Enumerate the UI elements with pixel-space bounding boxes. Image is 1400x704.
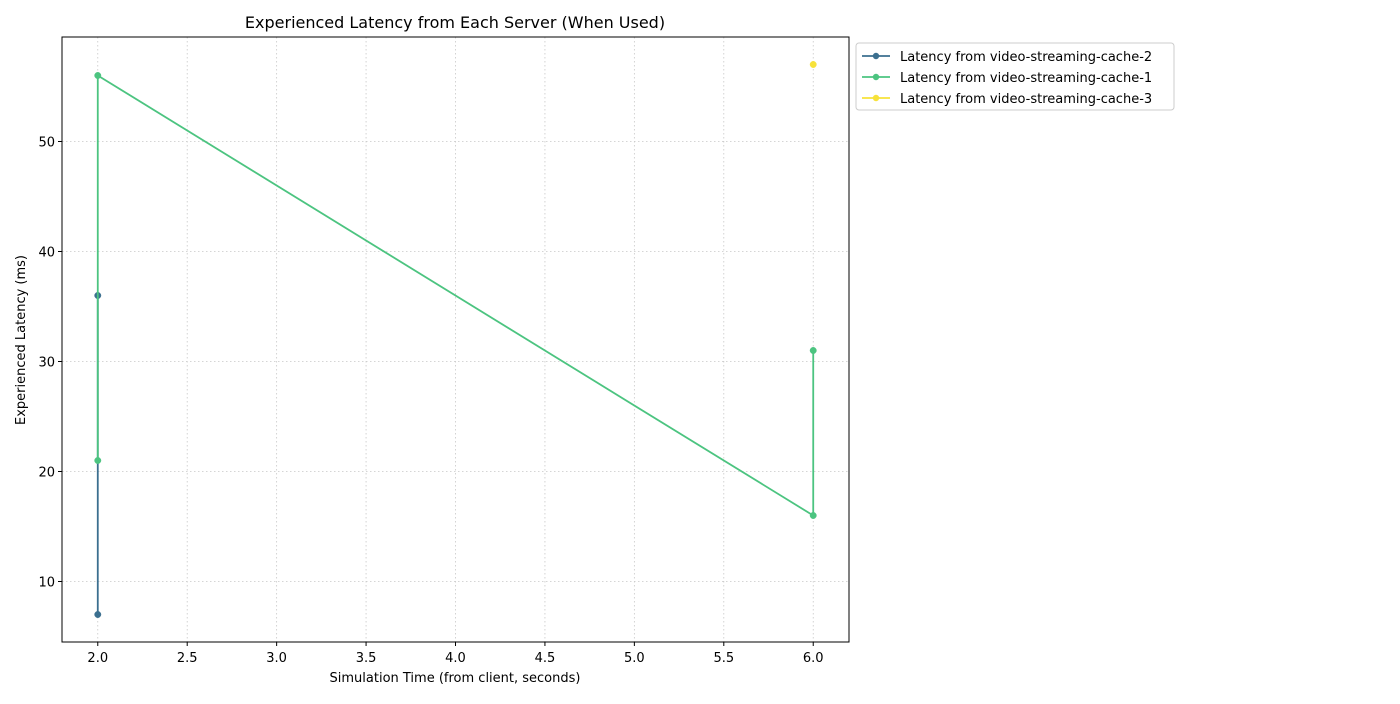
chart-title: Experienced Latency from Each Server (Wh… (245, 13, 665, 32)
y-tick-label: 50 (38, 136, 55, 151)
legend-items: Latency from video-streaming-cache-2 Late… (862, 50, 1152, 107)
x-tick-label: 4.0 (445, 651, 466, 666)
data-point (809, 512, 817, 519)
x-tick-label: 5.0 (624, 651, 645, 666)
legend-box (855, 42, 1175, 111)
x-tick-label: 3.5 (356, 651, 377, 666)
legend-marker (872, 52, 880, 60)
legend-label: Latency from video-streaming-cache-1 (900, 71, 1152, 86)
legend-item: Latency from video-streaming-cache-2 (862, 50, 1152, 65)
x-tick-label: 2.5 (177, 651, 198, 666)
x-tick-label: 3.0 (266, 651, 287, 666)
data-point (94, 72, 102, 79)
x-tick-label: 2.0 (87, 651, 108, 666)
legend-marker (872, 73, 880, 81)
legend-label: Latency from video-streaming-cache-2 (900, 50, 1152, 65)
grid-lines (62, 37, 849, 642)
legend-item: Latency from video-streaming-cache-3 (862, 92, 1152, 107)
y-tick-label: 20 (38, 466, 55, 481)
y-tick-label: 40 (38, 246, 55, 261)
legend-label: Latency from video-streaming-cache-3 (900, 92, 1152, 107)
series-2 (94, 72, 817, 519)
x-tick-label: 5.5 (713, 651, 734, 666)
data-point (809, 61, 817, 68)
x-axis-label: Simulation Time (from client, seconds) (330, 671, 581, 686)
legend-marker (872, 94, 880, 102)
x-axis: 2.0 2.5 3.0 3.5 4.0 4.5 5.0 5.5 6.0 (87, 642, 824, 666)
series-3 (809, 61, 817, 68)
x-tick-label: 6.0 (803, 651, 824, 666)
data-point (94, 457, 102, 464)
y-tick-label: 30 (38, 356, 55, 371)
y-axis: 10 20 30 40 50 (38, 136, 62, 591)
series-layer (94, 61, 817, 618)
legend-item: Latency from video-streaming-cache-1 (862, 71, 1152, 86)
y-axis-label: Experienced Latency (ms) (14, 255, 29, 425)
y-tick-label: 10 (38, 576, 55, 591)
data-point (809, 347, 817, 354)
legend: Latency from video-streaming-cache-2 Late… (855, 42, 1175, 111)
series-line (96, 74, 815, 517)
x-tick-label: 4.5 (535, 651, 556, 666)
data-point (94, 611, 102, 618)
plot-frame (61, 36, 850, 643)
